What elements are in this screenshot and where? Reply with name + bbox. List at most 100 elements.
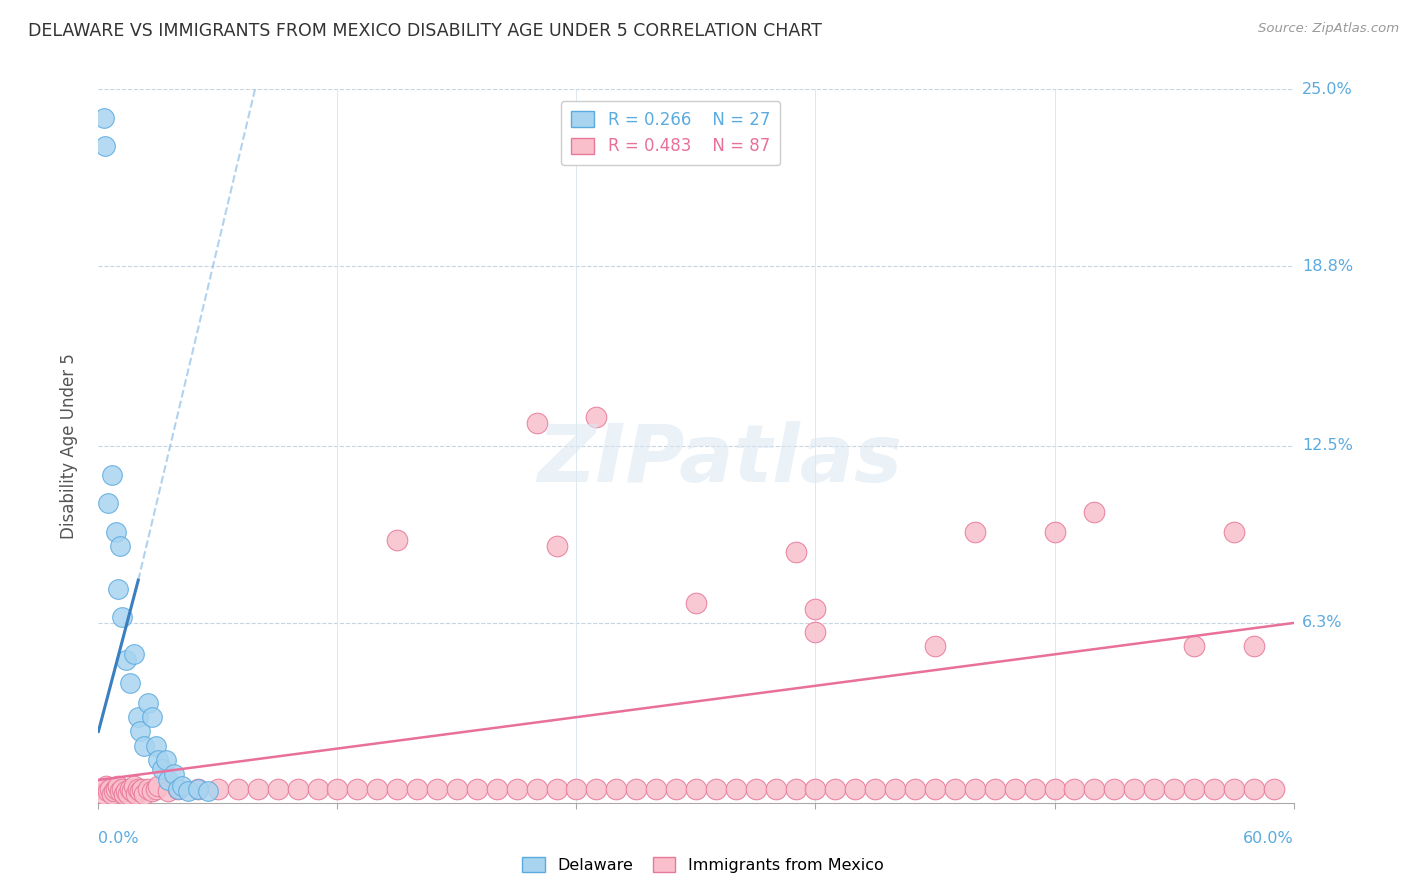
Point (103, 784, 125, 798)
Point (526, 781, 548, 796)
Point (187, 781, 209, 796)
Point (1182, 639, 1205, 653)
Point (1004, 781, 1026, 796)
Point (120, 676, 142, 690)
Point (565, 781, 588, 796)
Point (124, 779, 146, 793)
Point (155, 753, 177, 767)
Point (924, 639, 946, 653)
Point (157, 772, 180, 787)
Legend: Delaware, Immigrants from Mexico: Delaware, Immigrants from Mexico (516, 851, 890, 880)
Point (685, 781, 707, 796)
Point (125, 787, 148, 801)
Point (94, 139, 117, 153)
Point (406, 781, 429, 796)
Point (963, 524, 986, 539)
Point (287, 781, 309, 796)
Point (117, 787, 139, 801)
Point (134, 739, 156, 753)
Point (685, 596, 707, 610)
Point (145, 739, 167, 753)
Point (346, 781, 368, 796)
Text: 18.8%: 18.8% (1302, 259, 1353, 274)
Point (124, 648, 146, 662)
Point (426, 781, 449, 796)
Point (884, 781, 907, 796)
Point (101, 787, 124, 801)
Point (804, 601, 827, 615)
Point (177, 784, 200, 798)
Text: Source: ZipAtlas.com: Source: ZipAtlas.com (1258, 22, 1399, 36)
Point (148, 779, 170, 793)
Point (724, 781, 747, 796)
Point (105, 781, 128, 796)
Point (167, 781, 190, 796)
Point (129, 784, 152, 798)
Point (904, 781, 927, 796)
Point (307, 781, 329, 796)
Point (187, 781, 209, 796)
Point (546, 781, 568, 796)
Point (136, 781, 159, 796)
Point (167, 781, 190, 796)
Point (150, 762, 173, 776)
Point (141, 710, 163, 724)
Point (546, 539, 568, 553)
Point (385, 533, 409, 548)
Text: DELAWARE VS IMMIGRANTS FROM MEXICO DISABILITY AGE UNDER 5 CORRELATION CHART: DELAWARE VS IMMIGRANTS FROM MEXICO DISAB… (28, 22, 823, 40)
Point (93, 787, 115, 801)
Point (624, 781, 647, 796)
Text: 25.0%: 25.0% (1302, 82, 1353, 96)
Point (226, 781, 249, 796)
Point (145, 781, 167, 796)
Point (107, 779, 129, 793)
Point (111, 781, 134, 796)
Point (585, 781, 607, 796)
Point (1083, 505, 1105, 519)
Point (246, 781, 269, 796)
Point (105, 524, 128, 539)
Point (924, 781, 946, 796)
Point (91, 781, 114, 796)
Point (366, 781, 388, 796)
Point (446, 781, 468, 796)
Y-axis label: Disability Age Under 5: Disability Age Under 5 (59, 353, 77, 539)
Point (1143, 781, 1166, 796)
Point (765, 781, 787, 796)
Point (267, 781, 290, 796)
Point (526, 416, 548, 430)
Point (1243, 781, 1265, 796)
Point (785, 544, 807, 558)
Point (465, 781, 488, 796)
Point (157, 784, 180, 798)
Point (1182, 781, 1205, 796)
Point (745, 781, 768, 796)
Point (963, 781, 986, 796)
Point (585, 410, 607, 425)
Point (1202, 781, 1225, 796)
Point (943, 781, 966, 796)
Point (120, 781, 142, 796)
Point (785, 781, 807, 796)
Point (983, 781, 1005, 796)
Point (1063, 781, 1085, 796)
Point (1163, 781, 1185, 796)
Text: 12.5%: 12.5% (1302, 439, 1353, 453)
Point (1263, 781, 1285, 796)
Point (131, 781, 153, 796)
Point (1223, 524, 1246, 539)
Point (605, 781, 627, 796)
Point (1123, 781, 1146, 796)
Point (1223, 781, 1246, 796)
Point (844, 781, 866, 796)
Point (97, 496, 120, 510)
Point (804, 624, 827, 639)
Point (1104, 781, 1126, 796)
Text: 6.3%: 6.3% (1302, 615, 1343, 631)
Point (134, 787, 156, 801)
Point (110, 784, 132, 798)
Point (506, 781, 529, 796)
Point (98, 781, 122, 796)
Point (207, 781, 229, 796)
Text: ZIPatlas: ZIPatlas (537, 421, 903, 500)
